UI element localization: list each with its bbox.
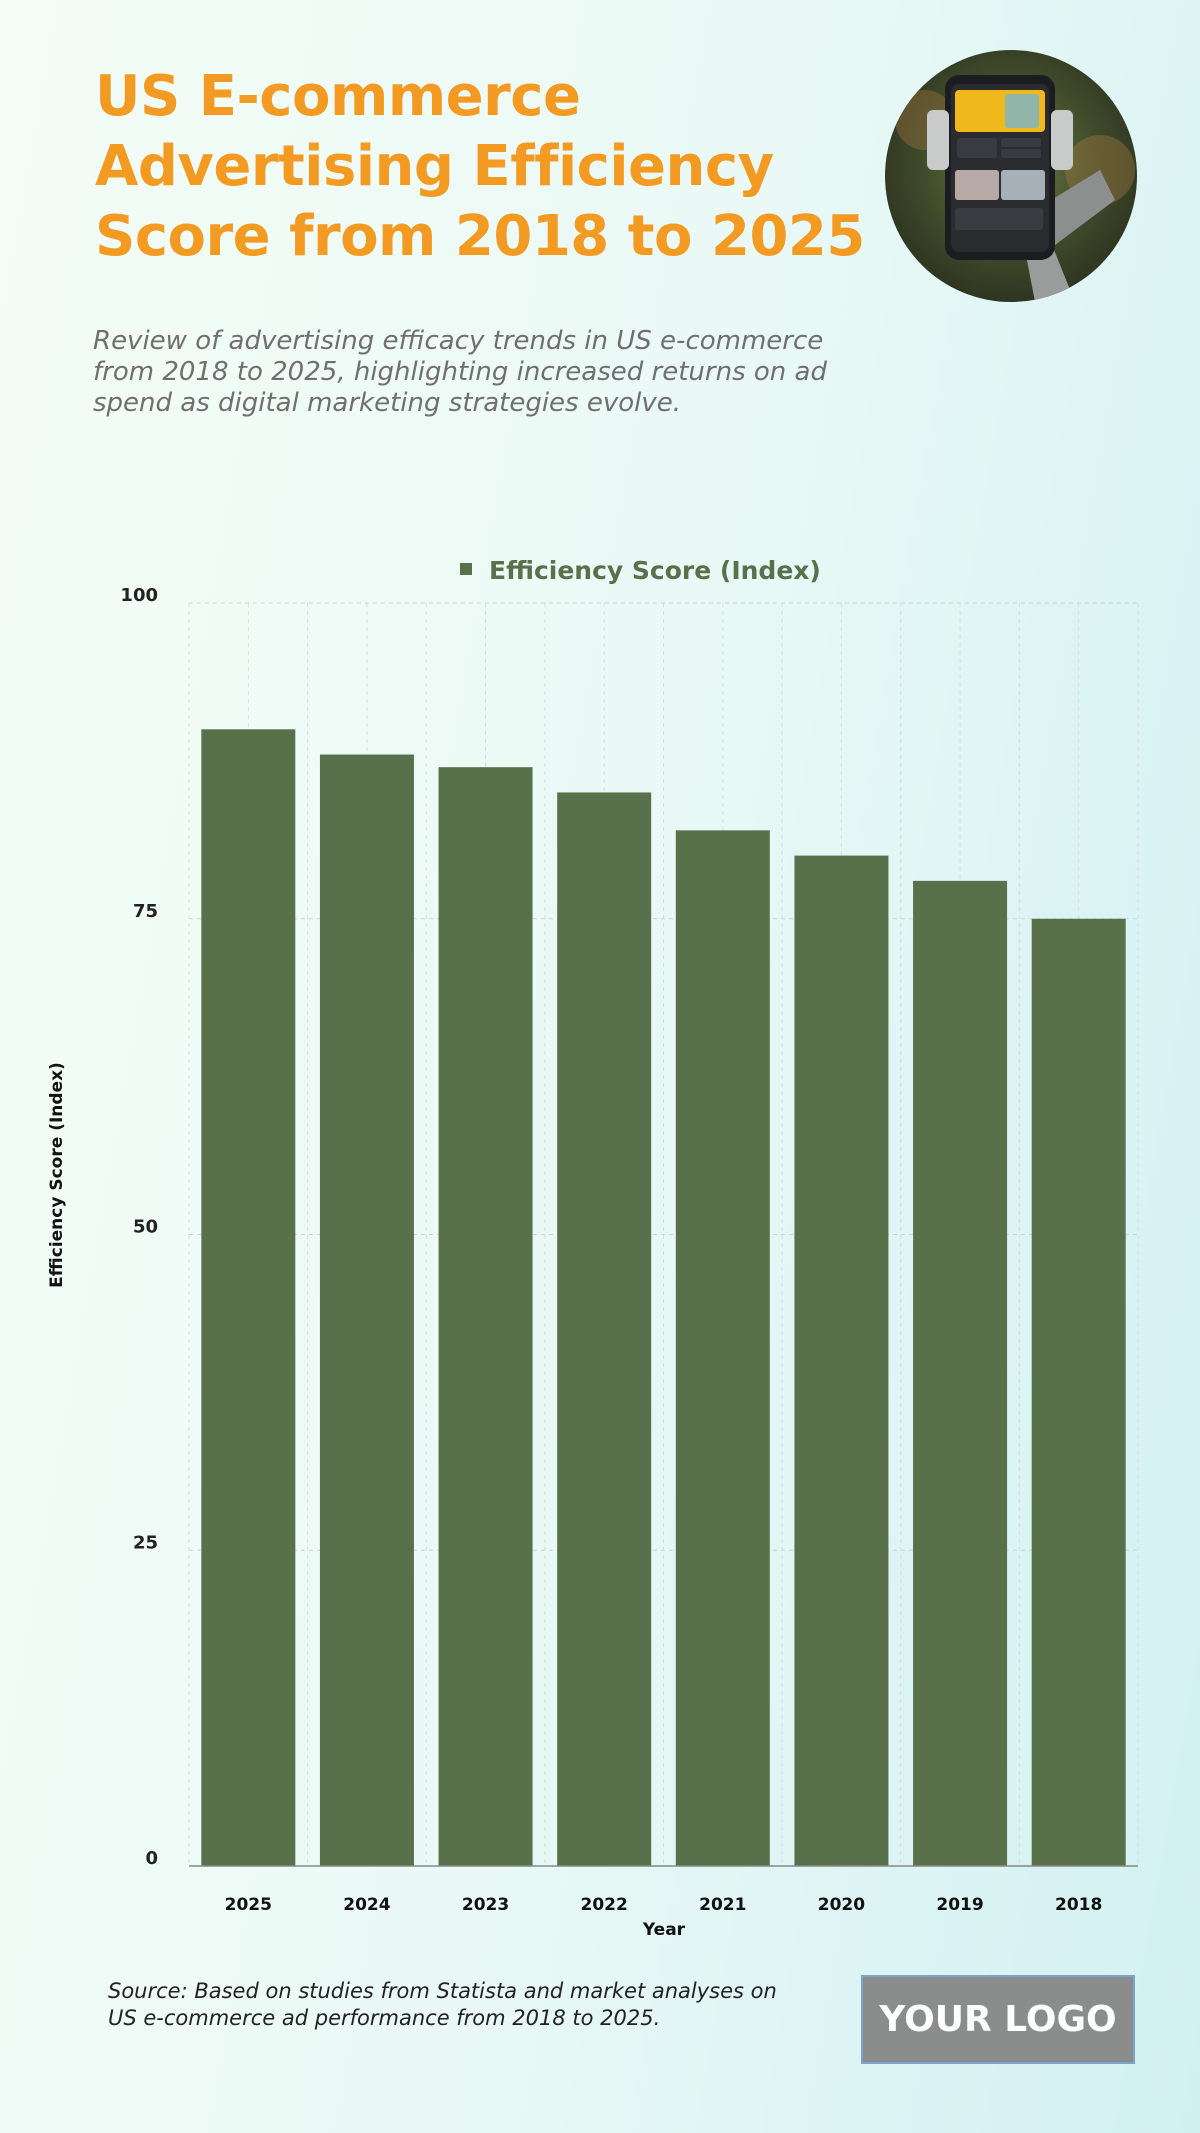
- axes: 0 25 50 75 100 2025 2024 2023 2022 2021 2020 2019 20…: [120, 585, 1138, 1915]
- x-tick-label: 2022: [581, 1895, 628, 1915]
- gimbal-phone-photo: [885, 50, 1137, 302]
- legend: Efficiency Score (Index): [460, 556, 821, 585]
- y-tick-label: 0: [145, 1848, 158, 1869]
- bar-2025: [201, 729, 296, 1866]
- legend-label: Efficiency Score (Index): [489, 556, 821, 585]
- x-tick-label: 2024: [343, 1895, 390, 1915]
- bars: [201, 729, 1126, 1867]
- bar-2024: [319, 754, 414, 1866]
- y-axis-title: Efficiency Score (Index): [47, 1062, 67, 1288]
- page-title: US E-commerce Advertising Efficiency Sco…: [95, 64, 865, 269]
- x-tick-label: 2019: [936, 1895, 983, 1915]
- bar-2019: [913, 880, 1008, 1866]
- bar-2021: [675, 830, 770, 1866]
- y-tick-label: 50: [133, 1217, 158, 1238]
- bar-2018: [1031, 918, 1126, 1866]
- legend-swatch: [460, 563, 472, 575]
- logo-placeholder: YOUR LOGO: [861, 1975, 1135, 2064]
- x-tick-label: 2023: [462, 1895, 509, 1915]
- page-subtitle: Review of advertising efficacy trends in…: [93, 326, 827, 418]
- x-axis-title: Year: [642, 1920, 686, 1940]
- x-tick-label: 2020: [818, 1895, 865, 1915]
- x-tick-label: 2021: [699, 1895, 746, 1915]
- source-note: Source: Based on studies from Statista a…: [108, 1979, 777, 2030]
- x-tick-label: 2018: [1055, 1895, 1102, 1915]
- y-tick-label: 25: [133, 1532, 158, 1553]
- bar-2023: [438, 767, 533, 1867]
- y-tick-label: 100: [120, 585, 158, 606]
- y-tick-label: 75: [133, 901, 158, 922]
- bar-2022: [557, 792, 652, 1867]
- x-tick-label: 2025: [225, 1895, 272, 1915]
- bar-2020: [794, 855, 889, 1866]
